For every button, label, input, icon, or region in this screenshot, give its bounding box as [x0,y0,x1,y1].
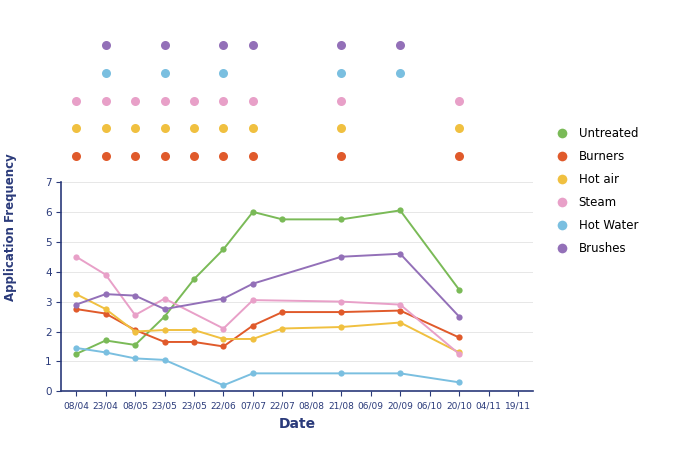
Legend: Untreated, Burners, Hot air, Steam, Hot Water, Brushes: Untreated, Burners, Hot air, Steam, Hot … [546,122,643,260]
Text: Application Frequency: Application Frequency [3,154,17,301]
X-axis label: Date: Date [279,417,316,431]
